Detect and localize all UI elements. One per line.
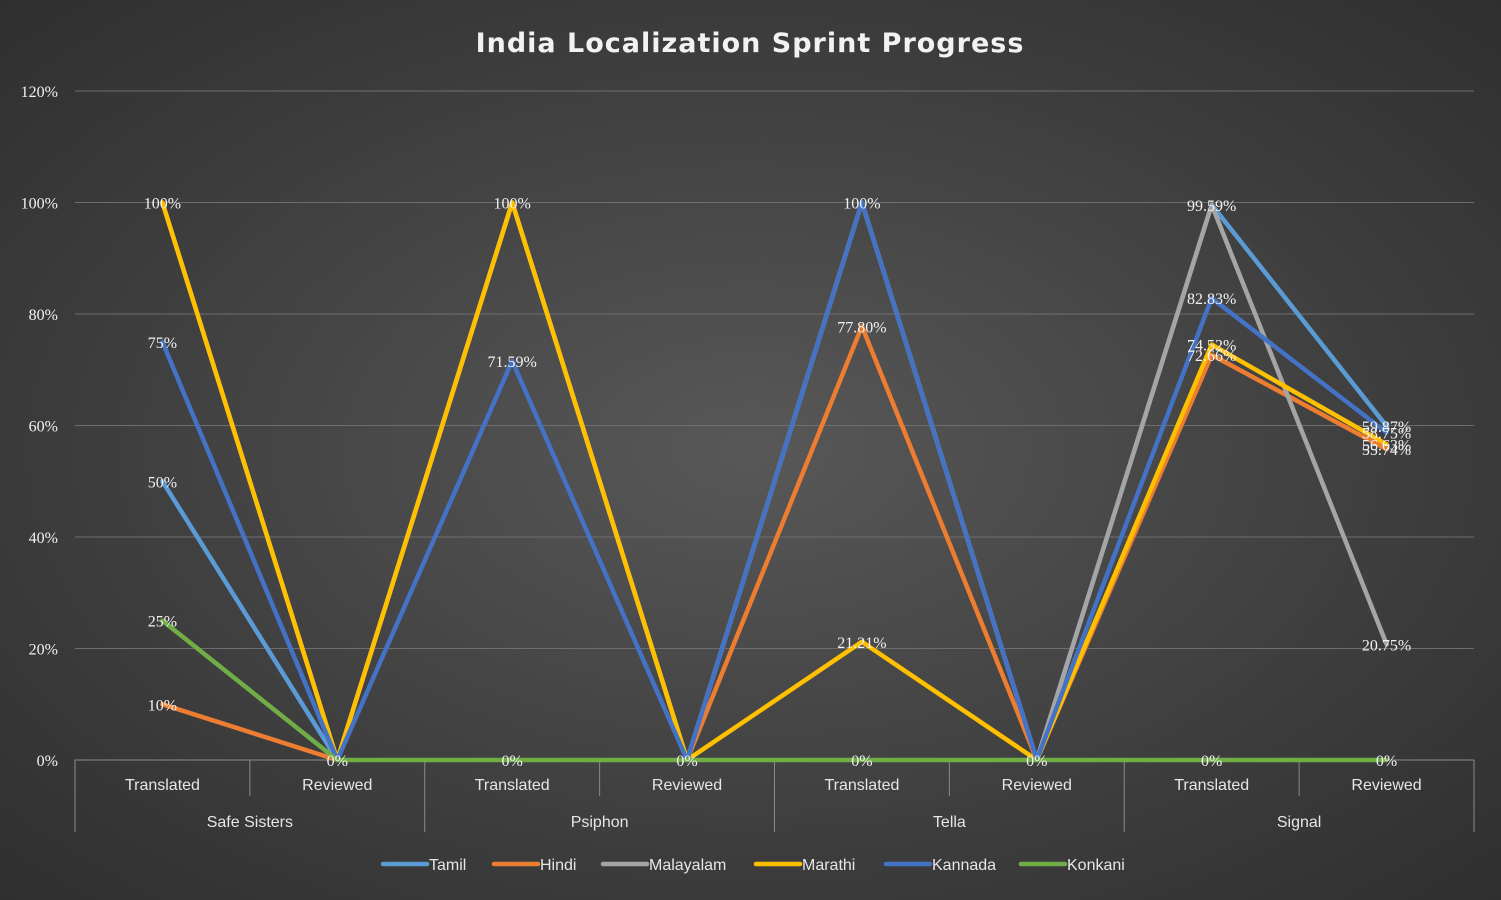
y-axis: 0% 20% 40% 60% 80% 100% 120% (21, 84, 58, 770)
data-labels: 100% 75% 50% 25% 10% 0% 100% 71.59% 0% 0% 100% 77.8… (144, 196, 1411, 771)
gridlines (75, 90, 1474, 649)
y-tick-label: 60% (29, 419, 58, 436)
x-category-label: Reviewed (652, 777, 722, 794)
x-axis: Translated Reviewed Translated Reviewed Tran… (74, 759, 1475, 832)
data-label: 100% (843, 196, 880, 213)
data-label: 0% (327, 753, 348, 770)
legend-label-tamil: Tamil (429, 857, 466, 874)
y-tick-label: 20% (29, 642, 58, 659)
data-label: 58.75% (1362, 425, 1411, 442)
data-label: 74.52% (1187, 338, 1236, 355)
y-tick-label: 100% (21, 196, 58, 213)
data-label: 0% (502, 753, 523, 770)
series-line-konkani (160, 618, 1389, 763)
x-category-label: Reviewed (302, 777, 372, 794)
data-label: 25% (148, 614, 177, 631)
x-group-label: Safe Sisters (207, 814, 293, 831)
y-tick-label: 80% (29, 307, 58, 324)
x-group-label: Signal (1277, 814, 1321, 831)
chart-title: India Localization Sprint Progress (476, 28, 1025, 59)
legend: Tamil Hindi Malayalam Marathi Kannada Konkani (380, 857, 1125, 874)
y-tick-label: 40% (29, 530, 58, 547)
data-label: 0% (676, 753, 697, 770)
series-lines (160, 200, 1389, 763)
data-label: 0% (1201, 753, 1222, 770)
y-tick-label: 0% (37, 753, 58, 770)
data-label: 55.74% (1362, 442, 1411, 459)
data-label: 100% (144, 196, 181, 213)
data-label: 99.59% (1187, 198, 1236, 215)
data-label: 71.59% (488, 354, 537, 371)
data-label: 72.66% (1187, 348, 1236, 365)
data-label: 0% (851, 753, 872, 770)
series-line-kannada (160, 200, 1389, 763)
x-category-label: Reviewed (1351, 777, 1421, 794)
data-label: 21.21% (837, 635, 886, 652)
legend-label-hindi: Hindi (540, 857, 576, 874)
x-group-label: Tella (933, 814, 966, 831)
data-label: 59.87% (1362, 419, 1411, 436)
legend-label-malayalam: Malayalam (649, 857, 726, 874)
x-group-label: Psiphon (571, 814, 629, 831)
data-label: 20.75% (1362, 637, 1411, 654)
series-line-marathi (160, 200, 1389, 763)
x-category-label: Translated (1174, 777, 1249, 794)
data-label: 82.83% (1187, 291, 1236, 308)
data-label: 0% (1026, 753, 1047, 770)
x-category-label: Translated (125, 777, 200, 794)
x-category-label: Translated (475, 777, 550, 794)
data-label: 10% (148, 697, 177, 714)
data-label: 0% (1376, 753, 1397, 770)
data-label: 56.63% (1362, 437, 1411, 454)
legend-label-kannada: Kannada (932, 857, 996, 874)
legend-label-konkani: Konkani (1067, 857, 1125, 874)
x-category-label: Translated (824, 777, 899, 794)
data-label: 77.80% (837, 319, 886, 336)
x-category-label: Reviewed (1002, 777, 1072, 794)
y-tick-label: 120% (21, 84, 58, 101)
data-label: 100% (494, 196, 531, 213)
legend-label-marathi: Marathi (802, 857, 855, 874)
data-label: 50% (148, 474, 177, 491)
data-label: 75% (148, 335, 177, 352)
